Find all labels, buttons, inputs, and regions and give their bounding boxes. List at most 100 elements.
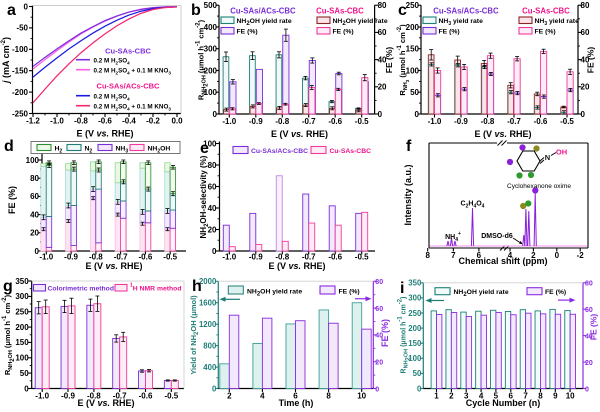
svg-text:RNH3 (μmol h-1 cm-2): RNH3 (μmol h-1 cm-2) — [397, 24, 410, 96]
svg-text:Time (h): Time (h) — [279, 398, 314, 408]
svg-text:-1.0: -1.0 — [39, 253, 53, 262]
svg-text:50: 50 — [20, 369, 29, 378]
svg-text:FE (%): FE (%) — [333, 29, 354, 36]
svg-text:-0.6: -0.6 — [328, 253, 342, 262]
svg-text:E (V vs. RHE): E (V vs. RHE) — [271, 129, 328, 139]
svg-text:100: 100 — [406, 66, 420, 75]
svg-text:-250: -250 — [12, 109, 29, 118]
svg-text:100: 100 — [408, 354, 422, 363]
svg-text:-0.7: -0.7 — [113, 392, 127, 401]
svg-text:300: 300 — [408, 294, 422, 303]
svg-text:-0.5: -0.5 — [164, 392, 178, 401]
svg-text:80: 80 — [208, 161, 217, 170]
svg-text:80: 80 — [375, 279, 383, 286]
svg-text:500: 500 — [204, 1, 218, 10]
svg-text:-0.7: -0.7 — [302, 253, 316, 262]
svg-text:0: 0 — [212, 247, 217, 256]
svg-text:1600: 1600 — [199, 299, 217, 308]
svg-text:-0.6: -0.6 — [98, 117, 112, 126]
svg-text:-0.7: -0.7 — [302, 117, 316, 126]
svg-text:150: 150 — [406, 45, 420, 54]
svg-text:0: 0 — [581, 110, 586, 119]
svg-text:h: h — [192, 278, 202, 295]
svg-text:-0.9: -0.9 — [249, 117, 263, 126]
svg-text:4: 4 — [260, 392, 265, 401]
svg-text:60: 60 — [375, 306, 383, 313]
svg-text:-2: -2 — [577, 251, 585, 260]
svg-text:5: 5 — [494, 392, 499, 401]
svg-text:NH2OH yield rate: NH2OH yield rate — [237, 18, 292, 27]
svg-text:0.2 M H2SO4 + 0.1 M KNO3: 0.2 M H2SO4 + 0.1 M KNO3 — [94, 103, 172, 111]
svg-text:0: 0 — [24, 384, 29, 393]
svg-text:E (V vs. RHE): E (V vs. RHE) — [268, 261, 325, 271]
svg-text:0: 0 — [417, 384, 422, 393]
svg-text:0: 0 — [213, 110, 218, 119]
svg-text:0: 0 — [378, 110, 383, 119]
svg-text:Yield of NH2OH (μmol): Yield of NH2OH (μmol) — [189, 295, 200, 375]
svg-text:E (V vs. RHE): E (V vs. RHE) — [85, 261, 142, 271]
svg-text:250: 250 — [406, 1, 420, 10]
svg-text:0: 0 — [415, 110, 420, 119]
svg-text:4: 4 — [508, 251, 513, 260]
svg-text:200: 200 — [204, 66, 218, 75]
svg-text:250: 250 — [15, 308, 29, 317]
svg-text:FE (%): FE (%) — [589, 314, 599, 341]
svg-text:i: i — [400, 280, 404, 297]
svg-text:800: 800 — [203, 341, 217, 350]
svg-text:0: 0 — [375, 386, 379, 393]
svg-text:-1.0: -1.0 — [35, 392, 49, 401]
svg-text:-100: -100 — [12, 45, 29, 54]
svg-text:7: 7 — [523, 392, 528, 401]
svg-text:-0.8: -0.8 — [275, 117, 289, 126]
svg-text:FE (%): FE (%) — [384, 47, 394, 74]
svg-text:Cyclohexanone oxime: Cyclohexanone oxime — [507, 183, 571, 190]
svg-text:300: 300 — [204, 45, 218, 54]
svg-text:NH2OH yield rate: NH2OH yield rate — [333, 18, 388, 27]
svg-text:1: 1 — [434, 392, 439, 401]
svg-text:-200: -200 — [12, 88, 29, 97]
svg-text:E (V vs. RHE): E (V vs. RHE) — [77, 398, 134, 408]
svg-text:-50: -50 — [16, 24, 28, 33]
svg-text:0: 0 — [24, 2, 29, 11]
svg-text:NH2OH yield rate: NH2OH yield rate — [247, 288, 302, 297]
svg-text:-0.8: -0.8 — [74, 117, 88, 126]
svg-text:20: 20 — [378, 83, 387, 92]
svg-text:E (V vs. RHE): E (V vs. RHE) — [474, 129, 531, 139]
svg-text:Cu-SAs/ACs-CBC: Cu-SAs/ACs-CBC — [97, 82, 161, 91]
svg-text:-0.6: -0.6 — [139, 253, 153, 262]
svg-text:Cycle Number (n): Cycle Number (n) — [466, 398, 541, 408]
svg-text:20: 20 — [585, 360, 593, 367]
svg-text:N2: N2 — [85, 145, 93, 154]
svg-text:-1.0: -1.0 — [222, 117, 236, 126]
svg-text:FE (%): FE (%) — [380, 319, 390, 347]
svg-text:150: 150 — [15, 338, 29, 347]
svg-text:3: 3 — [464, 392, 469, 401]
svg-text:100: 100 — [203, 139, 217, 148]
svg-text:10: 10 — [357, 392, 366, 401]
svg-text:E (V vs. RHE): E (V vs. RHE) — [76, 129, 133, 139]
svg-text:50: 50 — [410, 88, 419, 97]
svg-text:FE (%): FE (%) — [237, 29, 258, 36]
svg-text:NH2OH yield rate: NH2OH yield rate — [454, 289, 509, 298]
svg-text:-0.7: -0.7 — [507, 117, 521, 126]
svg-text:40: 40 — [208, 204, 217, 213]
svg-text:200: 200 — [408, 324, 422, 333]
svg-text:50: 50 — [413, 369, 422, 378]
svg-text:40: 40 — [375, 333, 383, 340]
svg-text:-0.9: -0.9 — [454, 117, 468, 126]
svg-text:Intensity (a.u.): Intensity (a.u.) — [403, 164, 413, 225]
svg-text:NH3 yield rate: NH3 yield rate — [439, 18, 484, 27]
svg-text:j (mA cm-2): j (mA cm-2) — [1, 37, 11, 84]
svg-text:100: 100 — [26, 156, 40, 165]
svg-text:FE (%): FE (%) — [439, 29, 460, 36]
svg-text:0: 0 — [555, 251, 560, 260]
svg-text:20: 20 — [208, 225, 217, 234]
svg-text:-0.9: -0.9 — [61, 392, 75, 401]
svg-text:-0.8: -0.8 — [87, 392, 101, 401]
svg-text:d: d — [4, 138, 14, 155]
svg-text:-0.2: -0.2 — [146, 117, 160, 126]
svg-text:100: 100 — [204, 88, 218, 97]
svg-text:FE (%): FE (%) — [586, 47, 596, 74]
svg-text:f: f — [406, 138, 412, 155]
svg-text:N: N — [545, 153, 550, 162]
